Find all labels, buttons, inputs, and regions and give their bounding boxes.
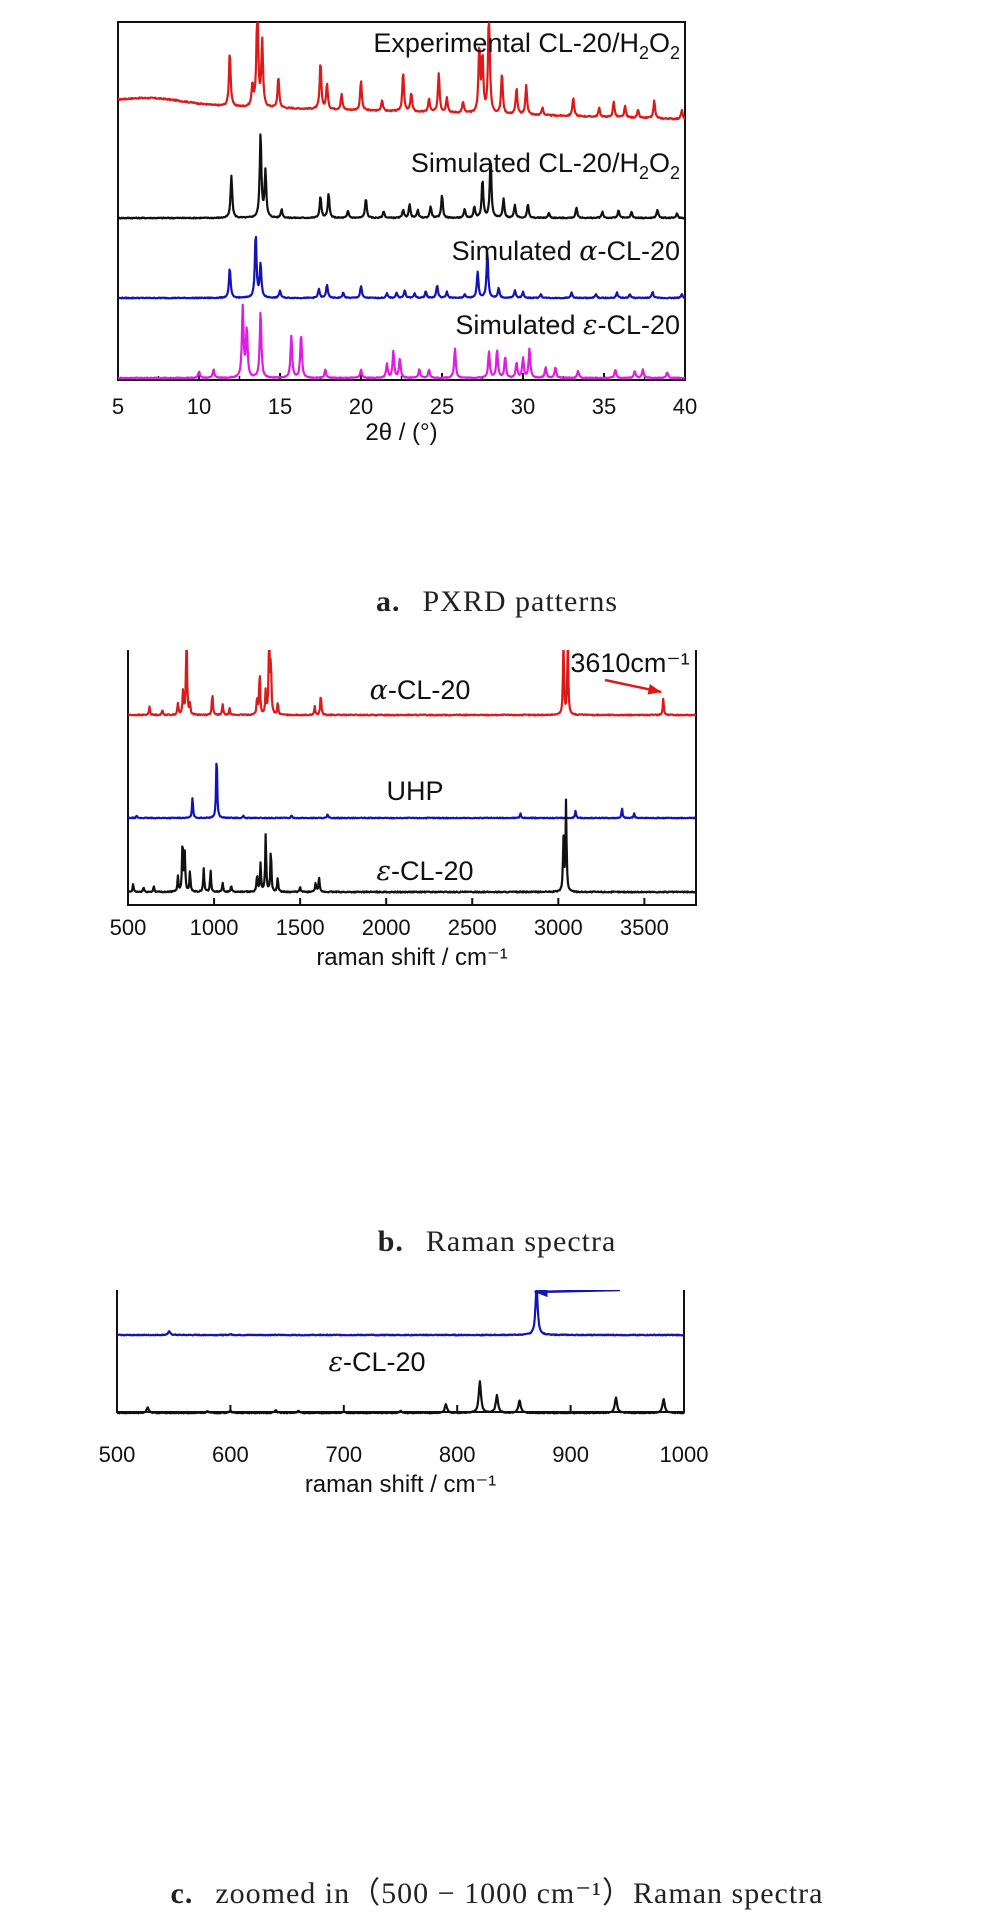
annotation-label-1: 3610cm⁻¹ [570,650,689,678]
chart-b-plot: 500 1000 1500 2000 2500 3000 3500 raman shift /… [110,650,697,971]
x-tick-label: 800 [439,1442,476,1467]
x-axis-label: 2θ / (°) [365,419,437,446]
chart-a-plot: 5 10 15 20 25 30 35 40 2θ / (°) Experimental CL-2… [112,21,697,446]
annotation-arrowhead-1 [534,1290,548,1298]
x-tick-label: 2500 [448,915,497,940]
x-tick-label: 600 [212,1442,249,1467]
x-tick-label: 1000 [660,1442,709,1467]
x-tick-label: 500 [99,1442,136,1467]
chart-b: 500 1000 1500 2000 2500 3000 3500 raman shift /… [110,650,697,971]
series-label-1: α-CL-20 [370,675,471,706]
x-tick-label: 10 [187,394,211,419]
series-label-3: ε-CL-20 [376,856,473,887]
x-tick-label: 35 [592,394,616,419]
caption-c: c. zoomed in（500 − 1000 cm⁻¹）Raman spectr… [0,1868,994,1912]
x-tick-label: 1500 [276,915,325,940]
x-tick-label: 30 [511,394,535,419]
series-line-3 [117,303,686,380]
x-tick-label: 700 [325,1442,362,1467]
caption-a: a. PXRD patterns [0,585,994,619]
x-tick-label: 3000 [534,915,583,940]
series-line-3 [127,798,697,894]
series-label-2: Simulated α-CL-20 [452,236,680,267]
caption-a-text: PXRD patterns [422,585,618,618]
x-tick-label: 500 [110,915,147,940]
x-tick-label: 900 [552,1442,589,1467]
series-label-3: ε-CL-20 [328,1347,425,1378]
caption-a-letter: a. [376,585,401,618]
annotation-arrowhead-1 [647,683,662,695]
series-line-1 [127,650,697,717]
series-line-2 [127,762,697,820]
x-axis-label: raman shift / cm⁻¹ [305,1471,496,1498]
series-label-2: UHP [386,776,443,806]
caption-b-text: Raman spectra [425,1225,617,1258]
series-line-3 [116,1380,685,1415]
series-line-2 [116,1290,685,1337]
series-line-1 [117,133,686,220]
x-tick-label: 5 [112,394,124,419]
series-label-1: Simulated CL-20/H2O2 [411,148,680,183]
caption-c-text: zoomed in（500 − 1000 cm⁻¹）Raman spectra [215,1877,824,1910]
x-tick-label: 2000 [362,915,411,940]
x-tick-label: 40 [673,394,697,419]
chart-a: 5 10 15 20 25 30 35 40 2θ / (°) Experimental CL-2… [112,21,697,446]
caption-b: b. Raman spectra [0,1225,994,1259]
x-tick-label: 15 [268,394,292,419]
series-line-0 [117,21,686,121]
x-tick-label: 25 [430,394,454,419]
caption-c-letter: c. [170,1877,194,1910]
series-label-0: Experimental CL-20/H2O2 [373,28,680,63]
x-tick-label: 3500 [620,915,669,940]
x-axis-label: raman shift / cm⁻¹ [316,944,507,971]
caption-b-letter: b. [377,1225,404,1258]
series-label-2: UHP [344,1290,401,1294]
plot-frame [127,650,697,906]
series-label-3: Simulated ε-CL-20 [455,310,680,341]
annotation-arrow-1 [534,1290,621,1294]
series-line-2 [117,235,686,300]
x-tick-label: 20 [349,394,373,419]
x-tick-label: 1000 [190,915,239,940]
